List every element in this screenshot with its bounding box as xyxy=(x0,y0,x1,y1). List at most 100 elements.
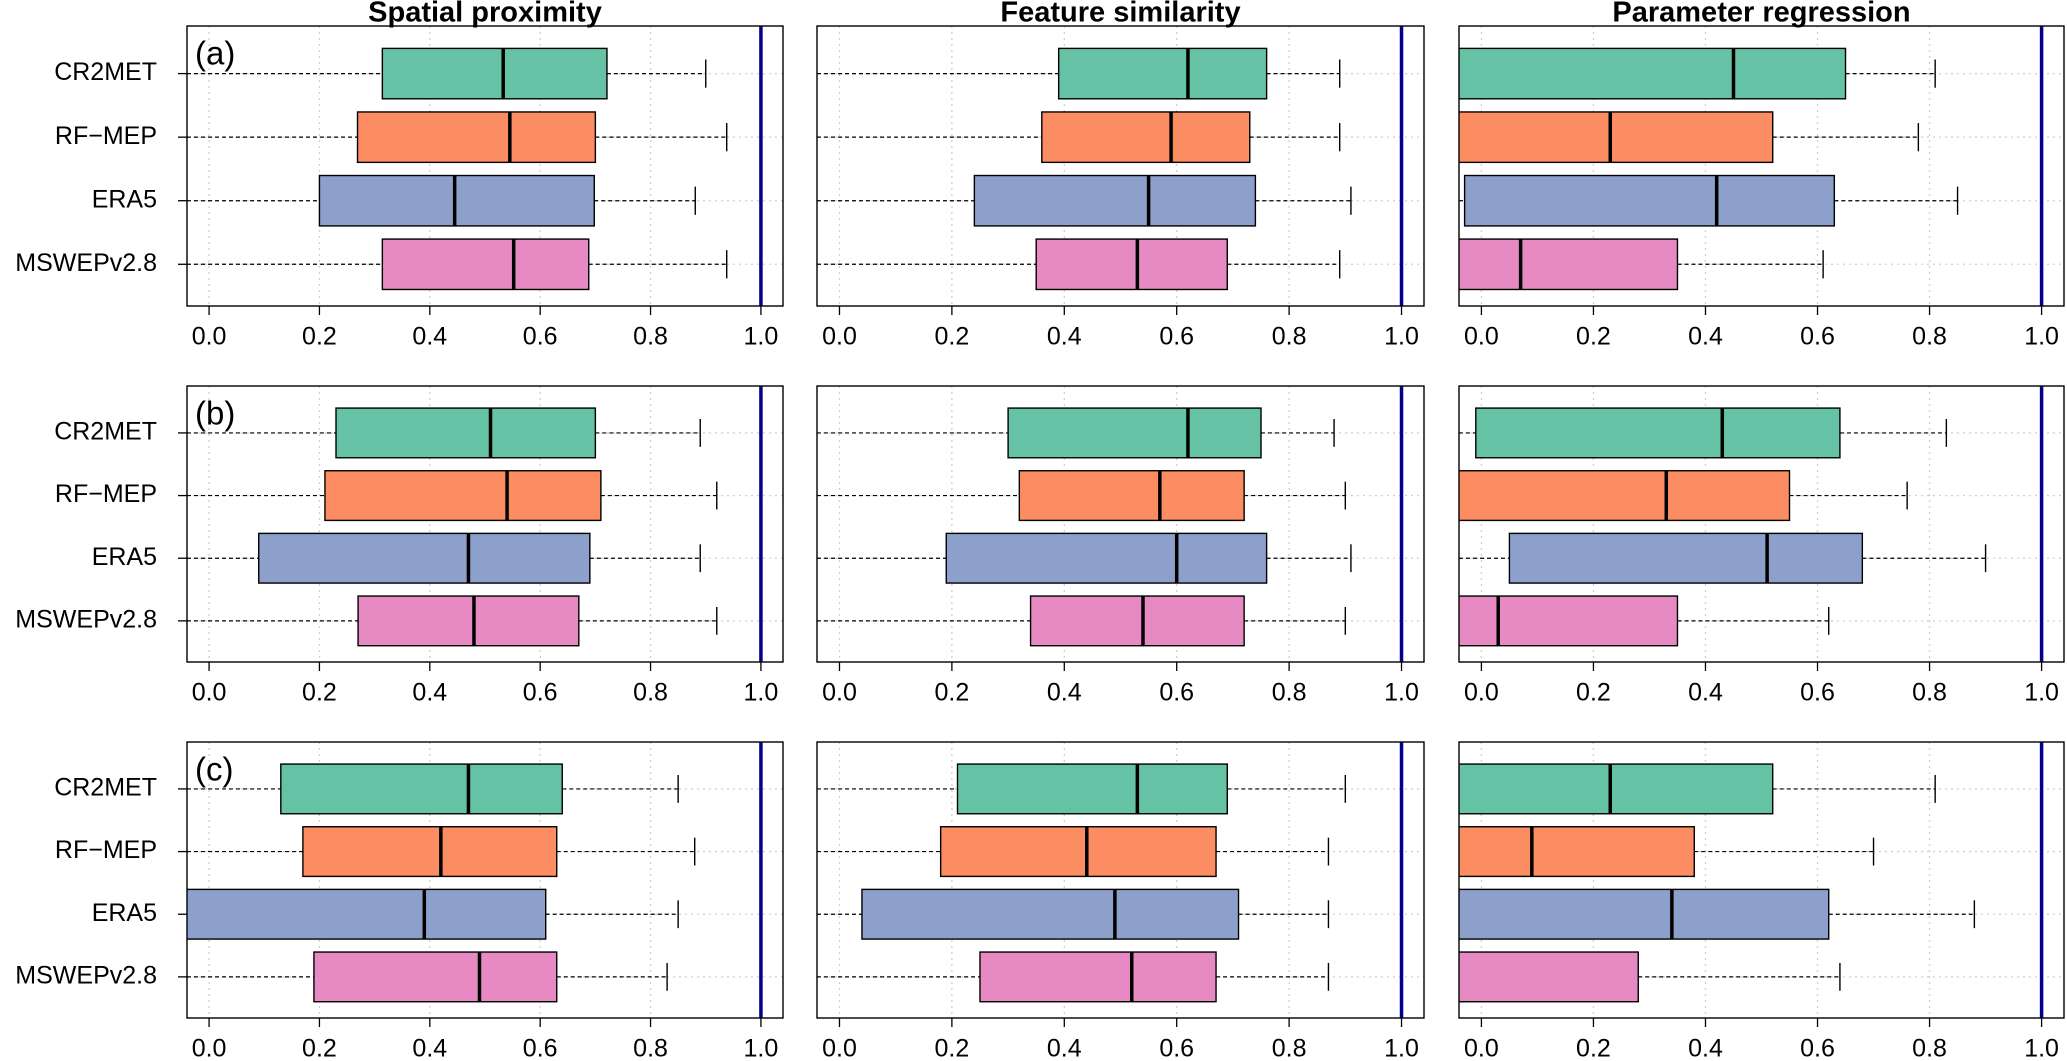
category-label: ERA5 xyxy=(92,543,157,571)
x-tick-label: 0.4 xyxy=(1688,323,1723,351)
x-tick-label: 0.4 xyxy=(1688,679,1723,707)
x-tick-label: 0.6 xyxy=(1159,1035,1194,1061)
box xyxy=(1041,111,1251,164)
box xyxy=(945,532,1268,584)
x-tick-label: 0.8 xyxy=(633,679,668,707)
x-tick-label: 0.6 xyxy=(1159,679,1194,707)
box xyxy=(356,111,597,164)
x-tick-label: 1.0 xyxy=(2024,1035,2059,1061)
x-tick-label: 0.2 xyxy=(1576,323,1611,351)
x-tick-label: 0.6 xyxy=(1800,679,1835,707)
panel-title: Spatial proximity xyxy=(368,0,602,29)
box xyxy=(1029,595,1245,647)
panel-frame xyxy=(1458,385,2065,663)
x-tick-label: 0.2 xyxy=(935,1035,970,1061)
x-tick-label: 1.0 xyxy=(744,679,779,707)
x-tick-label: 0.4 xyxy=(1047,679,1082,707)
x-tick-label: 0.0 xyxy=(1464,1035,1499,1061)
x-tick-label: 0.2 xyxy=(302,323,337,351)
x-tick-label: 0.0 xyxy=(192,1035,227,1061)
category-label: RF−MEP xyxy=(55,122,157,150)
category-label: RF−MEP xyxy=(55,836,157,864)
x-tick-label: 0.4 xyxy=(412,323,447,351)
category-label: ERA5 xyxy=(92,899,157,927)
x-tick-label: 0.0 xyxy=(822,679,857,707)
panel-frame xyxy=(1458,741,2065,1019)
panel-title: Parameter regression xyxy=(1612,0,1910,29)
x-tick-label: 0.8 xyxy=(633,1035,668,1061)
x-tick-label: 0.4 xyxy=(412,1035,447,1061)
x-tick-label: 0.8 xyxy=(1912,323,1947,351)
box xyxy=(979,951,1217,1003)
panel xyxy=(817,742,1424,1018)
category-label: MSWEPv2.8 xyxy=(15,961,157,989)
panel xyxy=(1459,26,2064,306)
box xyxy=(187,888,547,940)
category-label: MSWEPv2.8 xyxy=(15,249,157,277)
x-tick-label: 0.2 xyxy=(1576,1035,1611,1061)
x-tick-label: 0.8 xyxy=(1272,679,1307,707)
x-tick-label: 0.8 xyxy=(633,323,668,351)
box xyxy=(1459,763,1774,815)
box xyxy=(335,407,597,459)
box xyxy=(313,951,558,1003)
x-tick-label: 0.2 xyxy=(935,323,970,351)
x-tick-label: 0.2 xyxy=(1576,679,1611,707)
x-tick-label: 1.0 xyxy=(1384,1035,1419,1061)
box xyxy=(381,47,608,100)
x-tick-label: 0.8 xyxy=(1272,1035,1307,1061)
box xyxy=(280,763,563,815)
box xyxy=(973,174,1257,227)
box xyxy=(324,470,602,522)
panel-frame xyxy=(1458,25,2065,307)
x-tick-label: 1.0 xyxy=(744,323,779,351)
x-tick-label: 0.4 xyxy=(1688,1035,1723,1061)
box xyxy=(357,595,580,647)
x-tick-label: 0.6 xyxy=(523,1035,558,1061)
panel xyxy=(1459,386,2064,662)
category-label: CR2MET xyxy=(54,418,157,446)
panel-label: (c) xyxy=(195,751,233,788)
x-tick-label: 0.8 xyxy=(1912,679,1947,707)
box xyxy=(1508,532,1864,584)
x-tick-label: 1.0 xyxy=(2024,323,2059,351)
x-tick-label: 0.0 xyxy=(192,323,227,351)
x-tick-label: 0.4 xyxy=(412,679,447,707)
box xyxy=(1463,174,1836,227)
box xyxy=(381,238,590,291)
x-tick-label: 0.6 xyxy=(523,679,558,707)
panel-label: (b) xyxy=(195,395,235,432)
panel-frame xyxy=(816,385,1425,663)
x-tick-label: 1.0 xyxy=(2024,679,2059,707)
x-tick-label: 0.2 xyxy=(302,1035,337,1061)
x-tick-label: 0.0 xyxy=(1464,679,1499,707)
box xyxy=(1459,47,1847,100)
panel xyxy=(187,742,783,1018)
category-label: CR2MET xyxy=(54,774,157,802)
panel xyxy=(187,26,783,306)
category-label: MSWEPv2.8 xyxy=(15,605,157,633)
panel-title: Feature similarity xyxy=(1000,0,1240,29)
x-tick-label: 1.0 xyxy=(1384,679,1419,707)
x-tick-label: 0.2 xyxy=(935,679,970,707)
box xyxy=(1459,888,1830,940)
box xyxy=(1459,595,1679,647)
box xyxy=(956,763,1228,815)
category-label: RF−MEP xyxy=(55,480,157,508)
panel-frame xyxy=(186,385,784,663)
x-tick-label: 0.6 xyxy=(1800,1035,1835,1061)
x-tick-label: 0.4 xyxy=(1047,1035,1082,1061)
panel-label: (a) xyxy=(195,35,235,72)
x-tick-label: 0.6 xyxy=(1159,323,1194,351)
box xyxy=(1007,407,1262,459)
x-tick-label: 0.2 xyxy=(302,679,337,707)
box xyxy=(861,888,1240,940)
box xyxy=(258,532,591,584)
panel xyxy=(817,26,1424,306)
x-tick-label: 0.0 xyxy=(1464,323,1499,351)
x-tick-label: 0.0 xyxy=(822,1035,857,1061)
box xyxy=(302,826,558,878)
x-tick-label: 1.0 xyxy=(744,1035,779,1061)
x-tick-label: 0.8 xyxy=(1912,1035,1947,1061)
